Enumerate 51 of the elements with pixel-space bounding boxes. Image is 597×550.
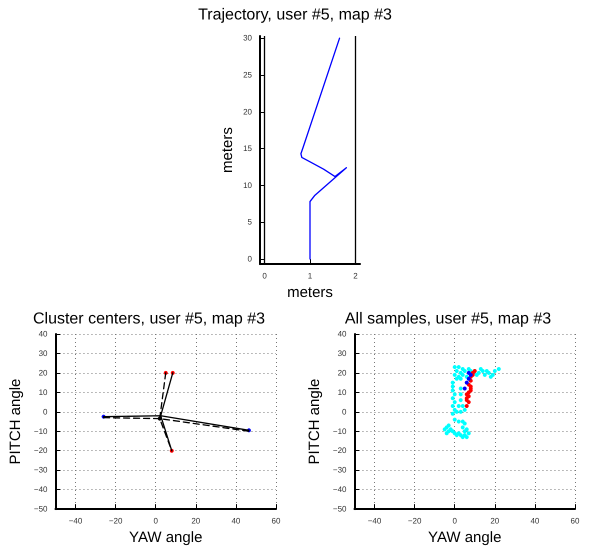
y-axis-title: meters — [219, 127, 236, 173]
y-tick-label: −30 — [34, 466, 48, 475]
x-tick-label: 0 — [452, 516, 458, 526]
y-axis-title: PITCH angle — [7, 378, 24, 464]
y-tick-label: −50 — [332, 504, 348, 514]
x-tick-label: 20 — [191, 516, 201, 526]
x-tick-label: 60 — [272, 516, 281, 526]
y-tick-label: 10 — [243, 180, 253, 190]
x-axis-title: meters — [287, 284, 333, 301]
y-tick-label: 10 — [38, 388, 48, 397]
x-tick-label: 20 — [490, 516, 500, 526]
x-axis-title: YAW angle — [428, 529, 502, 546]
y-tick-label: 25 — [243, 70, 253, 80]
y-tick-label: 30 — [338, 348, 348, 358]
y-tick-label: −30 — [332, 466, 348, 475]
y-tick-label: −40 — [332, 485, 348, 494]
y-tick-label: 15 — [243, 144, 253, 154]
x-tick-label: 1 — [308, 272, 313, 281]
x-tick-label: 0 — [262, 272, 268, 281]
x-tick-label: 40 — [530, 516, 540, 526]
y-tick-label: −10 — [34, 426, 48, 436]
x-tick-label: 0 — [153, 516, 158, 526]
x-tick-label: −40 — [68, 516, 83, 526]
y-tick-label: 20 — [243, 107, 253, 116]
y-tick-label: 0 — [248, 254, 253, 264]
x-tick-label: −40 — [368, 516, 382, 526]
y-tick-label: 0 — [342, 407, 348, 416]
y-tick-label: −20 — [34, 446, 48, 456]
x-tick-label: −20 — [108, 516, 123, 526]
y-tick-label: 0 — [43, 407, 48, 416]
y-tick-label: 30 — [243, 34, 253, 43]
y-tick-label: −10 — [332, 426, 348, 436]
y-tick-label: 5 — [248, 218, 253, 227]
y-tick-label: 40 — [38, 330, 48, 338]
chart-title: Trajectory, user #5, map #3 — [198, 6, 392, 24]
x-tick-label: 60 — [570, 516, 580, 526]
y-tick-label: 30 — [38, 348, 48, 358]
chart-title: All samples, user #5, map #3 — [344, 310, 552, 328]
y-tick-label: −50 — [34, 504, 48, 514]
y-tick-label: 20 — [38, 368, 48, 378]
y-axis-title: PITCH angle — [306, 378, 323, 464]
y-tick-label: −40 — [34, 485, 48, 494]
x-tick-label: 2 — [353, 272, 358, 281]
y-tick-label: 40 — [338, 330, 348, 338]
x-tick-label: −20 — [408, 516, 422, 526]
chart-title: Cluster centers, user #5, map #3 — [32, 310, 266, 328]
y-tick-label: 20 — [338, 368, 348, 378]
x-tick-label: 40 — [231, 516, 241, 526]
y-tick-label: −20 — [332, 446, 348, 456]
x-axis-title: YAW angle — [129, 529, 202, 546]
y-tick-label: 10 — [338, 388, 348, 397]
